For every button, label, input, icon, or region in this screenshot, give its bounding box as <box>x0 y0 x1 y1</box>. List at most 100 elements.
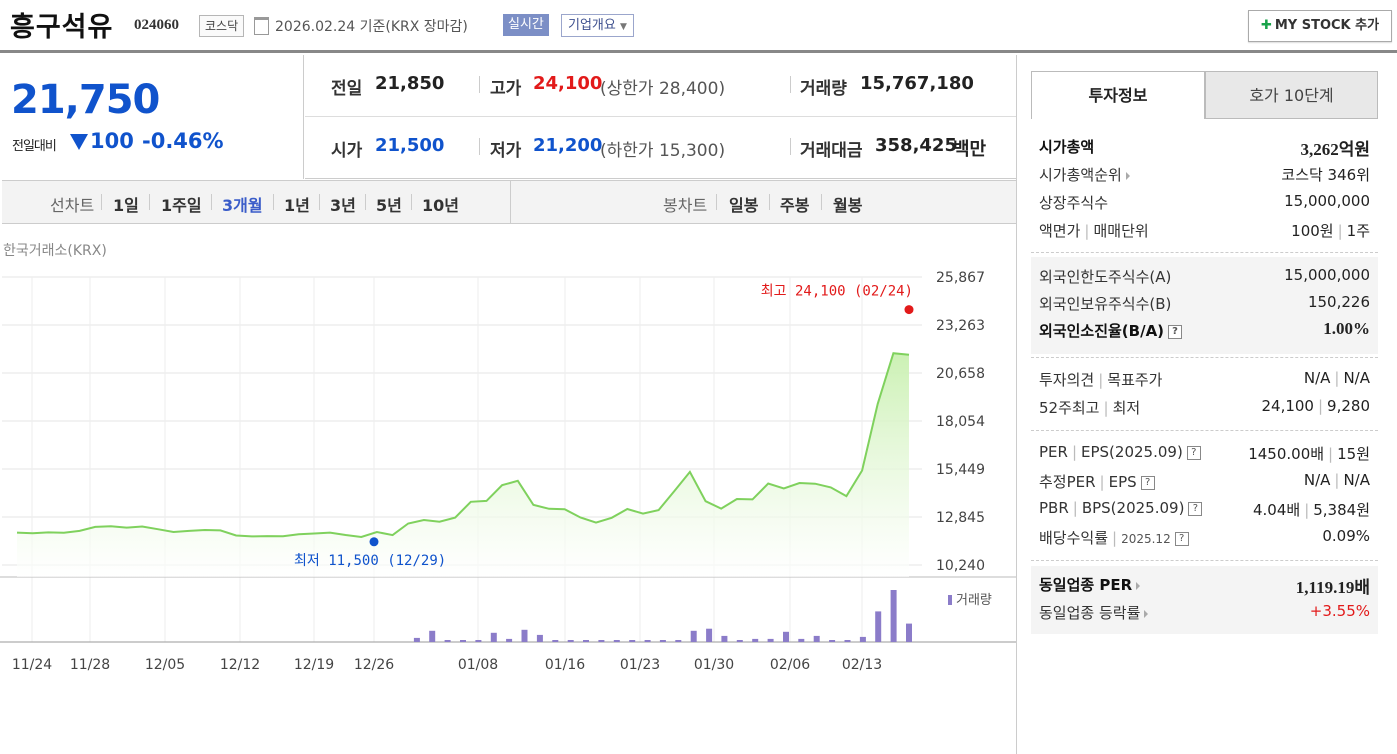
info-label-secondary: 목표주가 <box>1107 371 1163 389</box>
info-row-label: 52주최고 | 최저 <box>1039 397 1140 418</box>
y-tick-label: 25,867 <box>936 270 985 286</box>
chart-source-label: 한국거래소(KRX) <box>3 243 107 259</box>
separator <box>211 194 212 210</box>
help-icon[interactable]: ? <box>1188 501 1203 516</box>
change-label: 전일대비 <box>12 139 57 154</box>
volume-bar <box>429 630 436 642</box>
help-icon[interactable]: ? <box>1168 324 1183 339</box>
range-10y[interactable]: 10년 <box>422 196 459 215</box>
info-row-label[interactable]: PBR | BPS(2025.09)? <box>1039 499 1203 517</box>
candle-weekly[interactable]: 주봉 <box>780 196 810 215</box>
range-1y[interactable]: 1년 <box>284 196 310 215</box>
separator: | <box>1099 473 1105 491</box>
section-divider <box>1031 252 1378 253</box>
info-label: 동일업종 PER <box>1039 576 1133 594</box>
range-5y[interactable]: 5년 <box>376 196 402 215</box>
separator <box>790 76 791 93</box>
range-bar-divider <box>510 180 511 224</box>
info-label: 동일업종 등락률 <box>1039 604 1141 622</box>
x-tick-label: 01/16 <box>545 657 585 673</box>
volume-bar <box>767 638 774 642</box>
info-value: 1.00% <box>1323 319 1370 338</box>
candle-daily[interactable]: 일봉 <box>729 196 759 215</box>
info-row-label[interactable]: 동일업종 PER <box>1039 574 1141 595</box>
quote-grid <box>305 55 1016 179</box>
range-1w[interactable]: 1주일 <box>161 196 202 215</box>
info-label-secondary: 최저 <box>1112 399 1141 417</box>
info-row-label[interactable]: PER | EPS(2025.09)? <box>1039 443 1201 461</box>
volume-bar <box>413 637 420 642</box>
info-row-label: 액면가 | 매매단위 <box>1039 220 1149 241</box>
price-area-fill <box>17 353 909 577</box>
volume-bar <box>460 640 466 642</box>
info-label-secondary: EPS <box>1108 473 1137 491</box>
tab-order-book[interactable]: 호가 10단계 <box>1205 71 1378 119</box>
info-row-value: 150,226 <box>1308 293 1370 311</box>
separator <box>365 194 366 210</box>
info-row-value: N/A | N/A <box>1304 369 1370 387</box>
help-icon[interactable]: ? <box>1186 445 1201 460</box>
range-3m[interactable]: 3개월 <box>222 196 263 215</box>
x-tick-label: 11/24 <box>12 657 52 673</box>
separator <box>273 194 274 210</box>
realtime-button[interactable]: 실시간 <box>503 14 549 36</box>
info-label: 배당수익률 <box>1039 529 1109 547</box>
separator <box>790 138 791 155</box>
stock-header: 흥구석유 024060 코스닥 2026.02.24 기준(KRX 장마감) 실… <box>0 0 1397 50</box>
info-value: 1,119.19배 <box>1295 578 1370 597</box>
upper-limit: (상한가 28,400) <box>600 79 726 99</box>
range-3y[interactable]: 3년 <box>330 196 356 215</box>
info-label: PER <box>1039 443 1068 461</box>
volume-bar <box>613 640 620 642</box>
current-price: 21,750 <box>11 77 160 123</box>
info-row-label[interactable]: 동일업종 등락률 <box>1039 602 1149 623</box>
info-row-label[interactable]: 추정PER | EPS? <box>1039 471 1155 492</box>
arrow-right-icon <box>1125 171 1130 180</box>
volume-legend-label: 거래량 <box>956 593 992 608</box>
x-tick-label: 01/30 <box>694 657 734 673</box>
y-tick-label: 12,845 <box>936 510 985 526</box>
info-label: 상장주식수 <box>1039 194 1109 212</box>
trade-value: 358,425 <box>875 135 957 156</box>
info-row-label[interactable]: 외국인소진율(B/A)? <box>1039 320 1183 341</box>
x-tick-label: 12/26 <box>354 657 394 673</box>
volume-bar <box>798 638 805 642</box>
info-label: 시가총액 <box>1039 138 1095 156</box>
range-1d[interactable]: 1일 <box>113 196 139 215</box>
add-mystock-button[interactable]: ✚ MY STOCK 추가 <box>1248 10 1392 42</box>
company-info-dropdown[interactable]: 기업개요 ▼ <box>561 14 634 37</box>
separator <box>821 194 822 210</box>
info-row-label: 시가총액 <box>1039 136 1094 157</box>
candle-monthly[interactable]: 월봉 <box>833 196 863 215</box>
help-icon[interactable]: ? <box>1174 531 1189 546</box>
section-divider <box>1031 430 1378 431</box>
separator: | <box>1098 371 1104 389</box>
separator <box>479 138 480 155</box>
help-icon[interactable]: ? <box>1140 475 1155 490</box>
info-value: +3.55% <box>1309 602 1370 620</box>
info-row-value: 1450.00배 | 15원 <box>1248 443 1370 464</box>
separator <box>411 194 412 210</box>
change-percent: -0.46% <box>142 129 224 153</box>
market-badge: 코스닥 <box>199 15 245 37</box>
info-value: 3,262억원 <box>1300 140 1370 159</box>
info-label: 외국인소진율(B/A) <box>1039 322 1165 340</box>
low-annotation: 최저 11,500 (12/29) <box>294 553 446 569</box>
info-value: 0.09% <box>1322 527 1370 545</box>
info-row-label[interactable]: 시가총액순위 <box>1039 164 1130 185</box>
info-row-label[interactable]: 배당수익률 | 2025.12? <box>1039 527 1189 548</box>
volume-bar <box>829 640 836 642</box>
y-tick-label: 15,449 <box>936 462 985 478</box>
separator: | <box>1112 529 1118 547</box>
volume-bar <box>721 635 728 642</box>
open-label: 시가 <box>331 141 363 161</box>
info-value: 24,100 <box>1261 397 1314 415</box>
chart-range-bar <box>2 180 1016 224</box>
separator: | <box>1328 445 1334 463</box>
tab-investment-info[interactable]: 투자정보 <box>1031 71 1205 119</box>
caret-down-icon: ▼ <box>619 22 627 32</box>
price-chart[interactable]: 한국거래소(KRX) 25,867 23,263 20,658 18,054 15,44… <box>0 232 1016 684</box>
x-tick-label: 02/13 <box>842 657 882 673</box>
open-value: 21,500 <box>375 135 445 156</box>
info-row-value: 100원 | 1주 <box>1291 220 1370 241</box>
